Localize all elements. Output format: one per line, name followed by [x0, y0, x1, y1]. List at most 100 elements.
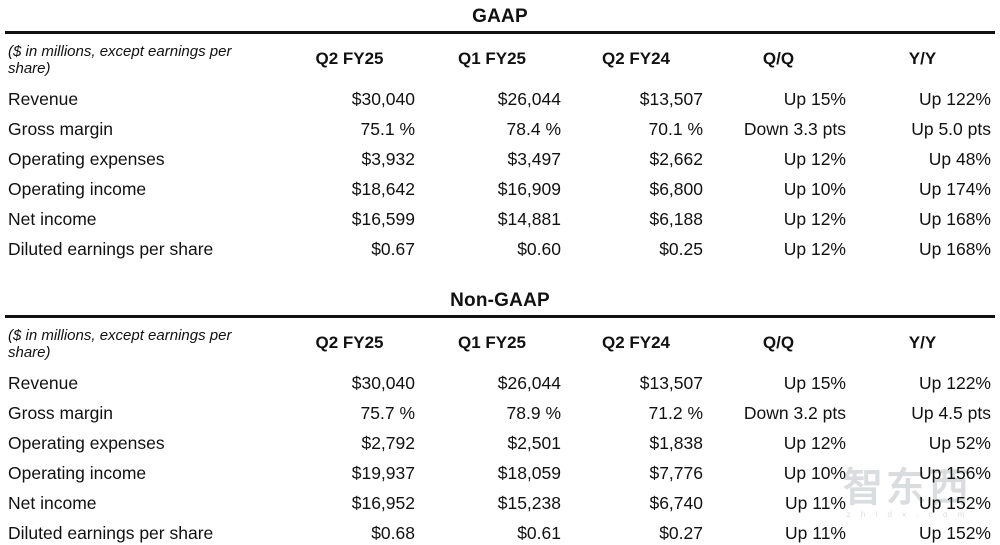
cell-value: $0.60	[517, 238, 561, 259]
cell-value: Up 12%	[783, 238, 846, 259]
cell-value: Up 168%	[919, 238, 991, 259]
row-label: Gross margin	[8, 402, 114, 423]
table-row: Net income $16,599 $14,881 $6,188 Up 12% Up 1…	[5, 204, 995, 234]
cell-value: $7,776	[649, 462, 703, 483]
table-row: Diluted earnings per share $0.68 $0.61 $0.2…	[5, 518, 995, 545]
gaap-table: ($ in millions, except earnings per shar…	[5, 34, 995, 264]
cell-value: $30,040	[351, 88, 415, 109]
column-header-q1-fy25: Q1 FY25	[457, 333, 527, 352]
table-row: Diluted earnings per share $0.67 $0.60 $0.2…	[5, 234, 995, 264]
cell-value: $16,599	[351, 208, 415, 229]
cell-value: $19,937	[351, 462, 415, 483]
cell-value: Up 48%	[928, 148, 991, 169]
table-title-non-gaap: Non-GAAP	[5, 284, 995, 318]
table-row: Gross margin 75.1 % 78.4 % 70.1 % Down 3.3 p…	[5, 114, 995, 144]
table-title-gaap: GAAP	[5, 0, 995, 34]
cell-value: $15,238	[497, 492, 561, 513]
cell-value: Up 12%	[783, 432, 846, 453]
gaap-table-section: GAAP ($ in millions, except earnings per…	[5, 0, 995, 264]
header-row: ($ in millions, except earnings per shar…	[5, 34, 995, 84]
column-header-q2-fy25: Q2 FY25	[315, 49, 384, 68]
cell-value: $6,800	[649, 178, 703, 199]
cell-value: $30,040	[351, 372, 415, 393]
cell-value: Up 174%	[919, 178, 991, 199]
cell-value: Up 122%	[919, 372, 991, 393]
table-row: Net income $16,952 $15,238 $6,740 Up 11% Up 1…	[5, 488, 995, 518]
column-header-yy: Y/Y	[908, 333, 937, 352]
cell-value: 75.1 %	[360, 118, 415, 139]
cell-value: Up 168%	[919, 208, 991, 229]
cell-value: 78.4 %	[506, 118, 561, 139]
cell-value: $2,662	[649, 148, 703, 169]
cell-value: $2,792	[361, 432, 415, 453]
cell-value: $18,059	[497, 462, 561, 483]
cell-value: Down 3.2 pts	[743, 402, 846, 423]
cell-value: Up 152%	[919, 522, 991, 543]
gaap-table-body: Revenue $30,040 $26,044 $13,507 Up 15% Up 122…	[5, 84, 995, 264]
row-label: Diluted earnings per share	[8, 522, 214, 543]
cell-value: 70.1 %	[648, 118, 703, 139]
column-header-q1-fy25: Q1 FY25	[457, 49, 527, 68]
units-note: ($ in millions, except earnings per shar…	[8, 42, 232, 77]
table-row: Revenue $30,040 $26,044 $13,507 Up 15% Up 122…	[5, 368, 995, 398]
cell-value: Up 10%	[783, 462, 846, 483]
cell-value: $0.25	[659, 238, 703, 259]
cell-value: $0.67	[371, 238, 415, 259]
cell-value: Up 122%	[919, 88, 991, 109]
cell-value: Up 11%	[785, 522, 846, 543]
cell-value: $0.61	[517, 522, 561, 543]
non-gaap-table-section: Non-GAAP ($ in millions, except earnings…	[5, 284, 995, 545]
cell-value: Up 4.5 pts	[911, 402, 991, 423]
cell-value: Up 15%	[783, 372, 846, 393]
cell-value: $14,881	[497, 208, 561, 229]
column-header-q2-fy24: Q2 FY24	[601, 49, 671, 68]
row-label: Net income	[8, 208, 97, 229]
cell-value: 75.7 %	[360, 402, 415, 423]
cell-value: Up 52%	[928, 432, 991, 453]
row-label: Gross margin	[8, 118, 114, 139]
cell-value: Up 156%	[919, 462, 991, 483]
cell-value: $16,952	[351, 492, 415, 513]
row-label: Operating expenses	[8, 148, 165, 169]
cell-value: $18,642	[351, 178, 415, 199]
units-note: ($ in millions, except earnings per shar…	[8, 326, 232, 361]
cell-value: 71.2 %	[648, 402, 703, 423]
cell-value: Up 12%	[783, 208, 846, 229]
cell-value: Up 10%	[783, 178, 846, 199]
cell-value: $6,740	[649, 492, 703, 513]
cell-value: Up 5.0 pts	[911, 118, 991, 139]
row-label: Revenue	[8, 372, 79, 393]
cell-value: $26,044	[497, 372, 561, 393]
table-row: Operating income $18,642 $16,909 $6,800 Up 1…	[5, 174, 995, 204]
row-label: Operating income	[8, 462, 147, 483]
table-row: Gross margin 75.7 % 78.9 % 71.2 % Down 3.2 p…	[5, 398, 995, 428]
cell-value: $26,044	[497, 88, 561, 109]
cell-value: $13,507	[639, 372, 703, 393]
row-label: Net income	[8, 492, 97, 513]
cell-value: Up 15%	[783, 88, 846, 109]
cell-value: Up 152%	[919, 492, 991, 513]
cell-value: Up 12%	[783, 148, 846, 169]
table-row: Operating income $19,937 $18,059 $7,776 Up 1…	[5, 458, 995, 488]
cell-value: $16,909	[497, 178, 561, 199]
row-label: Diluted earnings per share	[8, 238, 214, 259]
cell-value: $0.68	[371, 522, 415, 543]
column-header-q2-fy25: Q2 FY25	[315, 333, 384, 352]
cell-value: $1,838	[649, 432, 703, 453]
non-gaap-table: ($ in millions, except earnings per shar…	[5, 318, 995, 545]
cell-value: $2,501	[507, 432, 561, 453]
cell-value: Down 3.3 pts	[743, 118, 846, 139]
cell-value: $3,932	[361, 148, 415, 169]
column-header-qq: Q/Q	[762, 49, 795, 68]
cell-value: $13,507	[639, 88, 703, 109]
table-row: Operating expenses $2,792 $2,501 $1,838 Up 1…	[5, 428, 995, 458]
row-label: Revenue	[8, 88, 79, 109]
table-row: Operating expenses $3,932 $3,497 $2,662 Up 1…	[5, 144, 995, 174]
column-header-q2-fy24: Q2 FY24	[601, 333, 671, 352]
cell-value: Up 11%	[785, 492, 846, 513]
cell-value: 78.9 %	[506, 402, 561, 423]
cell-value: $0.27	[659, 522, 703, 543]
cell-value: $6,188	[649, 208, 703, 229]
table-row: Revenue $30,040 $26,044 $13,507 Up 15% Up 122…	[5, 84, 995, 114]
